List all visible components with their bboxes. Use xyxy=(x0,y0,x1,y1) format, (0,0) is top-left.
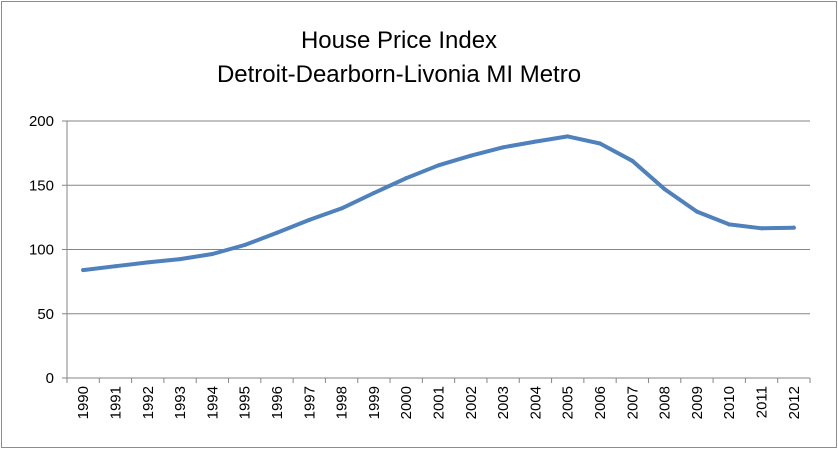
series-layer xyxy=(81,134,796,273)
data-point xyxy=(727,222,732,227)
x-tick-label: 2006 xyxy=(592,386,609,419)
data-point xyxy=(307,217,312,222)
x-tick-label: 1990 xyxy=(75,386,92,419)
data-point xyxy=(242,243,247,248)
x-tick-label: 2001 xyxy=(431,386,448,419)
data-point xyxy=(113,264,118,269)
y-tick-label: 50 xyxy=(37,306,54,323)
series-line xyxy=(81,134,796,273)
data-point xyxy=(339,206,344,211)
data-point xyxy=(404,176,409,181)
x-tick-label: 2011 xyxy=(754,386,771,418)
data-point xyxy=(178,257,183,262)
data-point xyxy=(81,268,86,273)
x-tick-label: 1993 xyxy=(172,386,189,419)
y-tick-labels: 0 50 100 150 200 xyxy=(29,113,54,387)
x-tick-label: 2000 xyxy=(398,386,415,419)
x-tick-label: 1996 xyxy=(269,386,286,419)
y-tick-label: 200 xyxy=(29,113,54,130)
data-point xyxy=(533,139,538,144)
x-tick-label: 1998 xyxy=(334,386,351,419)
data-point xyxy=(662,187,667,192)
x-tick-label: 1994 xyxy=(204,386,221,419)
data-point xyxy=(598,141,603,146)
data-point xyxy=(565,134,570,139)
data-point xyxy=(791,225,796,230)
data-point xyxy=(371,190,376,195)
x-tick-label: 2002 xyxy=(463,386,480,419)
chart-title: House Price Index xyxy=(301,27,497,54)
x-tick-label: 2012 xyxy=(786,386,803,419)
x-tick-label: 2008 xyxy=(657,386,674,419)
x-tick-label: 1995 xyxy=(237,386,254,419)
x-tick-label: 2010 xyxy=(721,386,738,419)
data-point xyxy=(630,158,635,163)
x-tick-label: 1997 xyxy=(301,386,318,419)
chart-subtitle: Detroit-Dearborn-Livonia MI Metro xyxy=(217,61,581,88)
x-tick-label: 2003 xyxy=(495,386,512,419)
x-tick-labels: 1990 1991 1992 1993 1994 1995 1996 1997 1998 1999… xyxy=(75,386,803,419)
x-tick-label: 2007 xyxy=(624,386,641,419)
data-point xyxy=(501,145,506,150)
data-point xyxy=(436,163,441,168)
x-tick-label: 2009 xyxy=(689,386,706,419)
data-point xyxy=(274,230,279,235)
data-point xyxy=(210,251,215,256)
data-point xyxy=(759,226,764,231)
x-tick-label: 2004 xyxy=(527,386,544,419)
gridlines xyxy=(67,120,810,315)
data-point xyxy=(468,153,473,158)
y-tick-label: 100 xyxy=(29,242,54,259)
x-tick-label: 1992 xyxy=(140,386,157,419)
x-tick-label: 1991 xyxy=(107,386,124,419)
y-tick-label: 150 xyxy=(29,177,54,194)
data-point xyxy=(145,260,150,265)
y-tick-label: 0 xyxy=(46,370,54,387)
x-tick-label: 2005 xyxy=(560,386,577,419)
x-tick-label: 1999 xyxy=(366,386,383,419)
axes xyxy=(62,120,811,383)
data-point xyxy=(694,209,699,214)
